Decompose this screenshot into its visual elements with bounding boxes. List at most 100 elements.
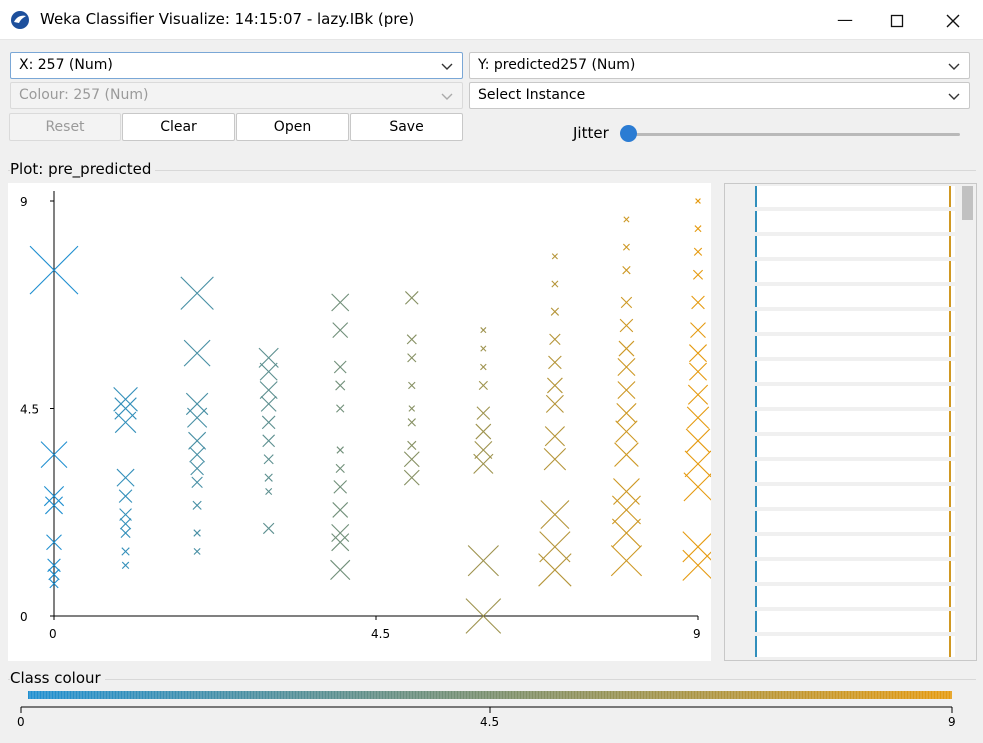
y-axis-select[interactable]: Y: predicted257 (Num)	[469, 52, 970, 79]
chevron-down-icon	[948, 93, 960, 100]
instance-bar-left-edge	[755, 261, 757, 282]
scatter-point	[543, 448, 567, 471]
scatter-point	[262, 434, 276, 448]
scatter-plot-canvas[interactable]: 0 4.5 9 0 4.5 9	[8, 183, 714, 661]
scatter-point	[473, 453, 494, 474]
scatter-point	[538, 553, 572, 587]
instance-bar-left-edge	[755, 636, 757, 657]
instance-bar	[755, 436, 955, 457]
scatter-point	[331, 293, 350, 312]
scatter-point	[691, 295, 705, 310]
y-tick-label: 4.5	[20, 403, 39, 417]
scatter-point	[544, 426, 565, 447]
scatter-plot[interactable]: 0 4.5 9 0 4.5 9	[8, 183, 714, 661]
instance-bar-left-edge	[755, 436, 757, 457]
class-colour-label: Class colour	[10, 669, 105, 687]
instance-bar	[755, 411, 955, 432]
scatter-point	[189, 446, 206, 463]
instance-bar	[755, 561, 955, 582]
scatter-point	[620, 296, 633, 309]
scatter-point	[476, 406, 491, 420]
instance-bar-left-edge	[755, 286, 757, 307]
colour-gradient-bar	[28, 691, 952, 699]
instance-bar-left-edge	[755, 386, 757, 407]
scatter-point	[408, 381, 416, 390]
scatter-point	[120, 527, 131, 539]
instance-scrollbar[interactable]	[959, 184, 976, 660]
scatter-point	[480, 345, 487, 352]
scatter-point	[549, 333, 561, 346]
instance-bar-left-edge	[755, 336, 757, 357]
title-bar: Weka Classifier Visualize: 14:15:07 - la…	[0, 0, 983, 40]
scatter-point	[611, 518, 641, 548]
scatter-point	[336, 404, 345, 413]
minimize-icon[interactable]: —	[837, 10, 853, 29]
instance-bar-left-edge	[755, 611, 757, 632]
scatter-point	[261, 415, 276, 430]
y-axis-value: Y: predicted257 (Num)	[478, 57, 636, 73]
instance-bar-left-edge	[755, 586, 757, 607]
scatter-point	[262, 522, 275, 535]
chevron-down-icon	[441, 63, 453, 70]
scatter-point	[403, 451, 420, 468]
chevron-down-icon	[441, 93, 453, 100]
instance-bar-left-edge	[755, 411, 757, 432]
scatter-point	[264, 473, 273, 482]
x-axis-select[interactable]: X: 257 (Num)	[10, 52, 463, 79]
instance-bar-left-edge	[755, 186, 757, 207]
scatter-point	[682, 531, 714, 563]
instance-bar	[755, 236, 955, 257]
scatter-point	[332, 322, 349, 339]
scatter-point	[686, 406, 710, 429]
instance-bar	[755, 186, 955, 207]
select-instance-select[interactable]: Select Instance	[469, 82, 970, 109]
scatter-point	[193, 529, 201, 537]
instance-bar-left-edge	[755, 211, 757, 232]
open-button[interactable]: Open	[236, 113, 349, 141]
scatter-point	[119, 508, 132, 521]
scatter-point	[465, 598, 502, 634]
instance-bar-left-edge	[755, 311, 757, 332]
scatter-point	[694, 225, 702, 233]
instance-bars-panel[interactable]	[724, 183, 977, 661]
scrollbar-thumb[interactable]	[962, 186, 973, 220]
scatter-point	[539, 531, 571, 563]
scatter-point	[29, 245, 79, 295]
scatter-point	[404, 291, 419, 305]
scatter-point	[407, 353, 417, 363]
scatter-point	[333, 480, 348, 494]
instance-bar-right-edge	[949, 261, 951, 282]
class-colour-group-border	[8, 679, 976, 680]
y-tick-label: 0	[20, 610, 28, 624]
maximize-icon[interactable]	[874, 0, 920, 40]
instance-bar-right-edge	[949, 461, 951, 482]
plot-group-label: Plot: pre_predicted	[10, 160, 156, 178]
instance-bar	[755, 511, 955, 532]
jitter-slider-track[interactable]	[628, 133, 960, 136]
scatter-point	[682, 549, 714, 581]
close-icon[interactable]	[930, 0, 976, 40]
scatter-point	[407, 418, 416, 427]
scatter-point	[259, 381, 278, 400]
legend-tick-label: 9	[948, 715, 956, 729]
instance-bar	[755, 611, 955, 632]
scatter-point	[188, 431, 207, 450]
scatter-point	[333, 360, 347, 374]
scatter-point	[190, 461, 204, 476]
instance-bar-left-edge	[755, 561, 757, 582]
jitter-slider-thumb[interactable]	[620, 125, 637, 142]
clear-button[interactable]: Clear	[122, 113, 235, 141]
instance-bar-right-edge	[949, 611, 951, 632]
scatter-point	[618, 340, 635, 357]
instance-bar	[755, 486, 955, 507]
plot-group-border	[8, 170, 976, 171]
scatter-point	[622, 266, 631, 275]
scatter-point	[48, 568, 60, 581]
save-button[interactable]: Save	[350, 113, 463, 141]
scatter-point	[689, 344, 707, 363]
chevron-down-icon	[948, 63, 960, 70]
scatter-point	[258, 347, 279, 368]
scatter-point	[614, 442, 639, 467]
instance-bars-canvas	[755, 186, 955, 657]
scatter-point	[475, 423, 492, 440]
